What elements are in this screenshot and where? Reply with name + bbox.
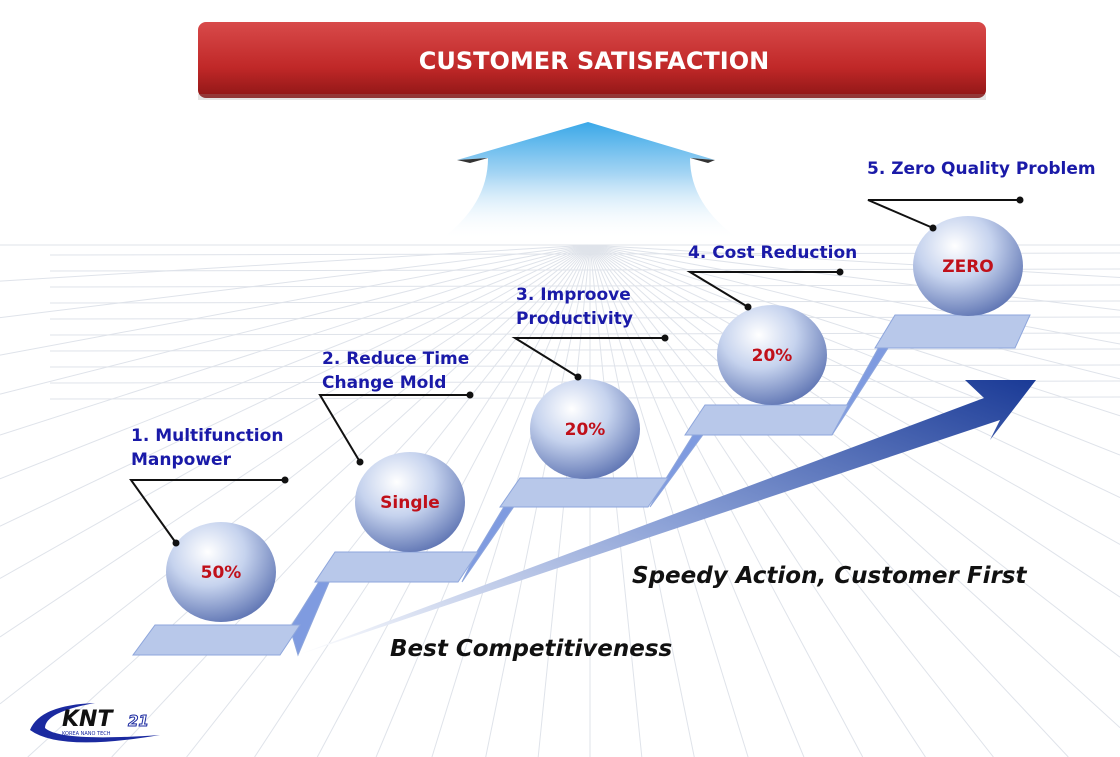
ray-line: [589, 244, 805, 757]
step-label-1: Manpower: [131, 450, 232, 470]
callout-dot: [1016, 196, 1024, 204]
ray-line: [589, 244, 1120, 456]
callout-line-1: [129, 479, 285, 544]
ray-line: [589, 244, 1120, 345]
step-platform-2: [314, 551, 479, 583]
up-arrow-icon: [440, 122, 740, 240]
callout-line-3: [511, 337, 665, 378]
step-value-3: 20%: [565, 420, 606, 440]
ray-line: [0, 244, 591, 436]
ray-line: [0, 244, 591, 705]
callout-dot: [466, 391, 474, 399]
step-label-4: 4. Cost Reduction: [688, 243, 857, 263]
step-platform-1: [132, 624, 301, 656]
ray-line: [589, 244, 1069, 757]
ray-line: [0, 244, 591, 356]
callout-line-5: [867, 199, 1020, 229]
step-label-3: 3. Improove: [516, 285, 631, 305]
ray-line: [111, 244, 591, 757]
step-value-4: 20%: [752, 346, 793, 366]
ray-line: [589, 244, 749, 757]
callout-line-4: [686, 271, 840, 308]
ray-line: [589, 244, 1120, 598]
ray-line: [589, 244, 1120, 499]
step-sphere-3: [530, 379, 640, 479]
ray-line: [375, 244, 591, 757]
growth-arrow-icon: [295, 380, 1036, 656]
slogan-lower: Best Competitiveness: [390, 636, 672, 662]
ray-line: [49, 348, 1120, 352]
ray-line: [0, 244, 591, 527]
step-sphere-2: [355, 452, 465, 552]
step-label-2: Change Mold: [322, 373, 446, 393]
step-value-2: Single: [380, 493, 440, 513]
ray-line: [27, 244, 591, 757]
ray-line: [589, 244, 1120, 278]
logo-number: 21: [128, 712, 149, 730]
header-banner: CUSTOMER SATISFACTION: [198, 22, 986, 100]
ray-line: [589, 244, 994, 757]
step-sphere-5: [913, 216, 1023, 316]
callout-dot: [172, 539, 180, 547]
step-sphere-1: [166, 522, 276, 622]
ray-line: [0, 244, 591, 282]
step-sphere-4: [717, 305, 827, 405]
step-value-1: 50%: [201, 563, 242, 583]
callout-dot: [281, 476, 289, 484]
ray-line: [589, 244, 1120, 380]
ray-line: [0, 244, 591, 395]
callout-dot: [356, 458, 364, 466]
step-value-5: ZERO: [942, 257, 993, 277]
company-logo: KNT 21 KOREA NANO TECH: [30, 703, 160, 743]
ray-line: [589, 244, 1120, 729]
ray-line: [0, 244, 591, 480]
banner-title: CUSTOMER SATISFACTION: [419, 47, 769, 75]
callout-line-2: [318, 394, 470, 463]
ray-line: [589, 244, 1120, 311]
ray-line: [589, 244, 1120, 417]
logo-subtitle: KOREA NANO TECH: [62, 731, 111, 737]
step-platform-3: [499, 477, 669, 508]
staircase: [132, 314, 1031, 657]
ray-line: [0, 244, 591, 579]
callout-dot: [836, 268, 844, 276]
callout-dot: [929, 224, 937, 232]
step-label-3: Productivity: [516, 309, 633, 329]
step-platform-5: [874, 314, 1031, 349]
ray-line: [0, 244, 591, 319]
step-label-5: 5. Zero Quality Problem: [867, 159, 1096, 179]
step-label-1: 1. Multifunction: [131, 426, 283, 446]
ray-line: [0, 244, 591, 638]
ray-line: [49, 364, 1120, 368]
callout-dot: [574, 373, 582, 381]
callout-dot: [744, 303, 752, 311]
step-platform-4: [684, 404, 849, 436]
step-label-2: 2. Reduce Time: [322, 349, 469, 369]
callout-dot: [661, 334, 669, 342]
logo-text: KNT: [62, 707, 114, 732]
slogan-upper: Speedy Action, Customer First: [632, 563, 1027, 589]
